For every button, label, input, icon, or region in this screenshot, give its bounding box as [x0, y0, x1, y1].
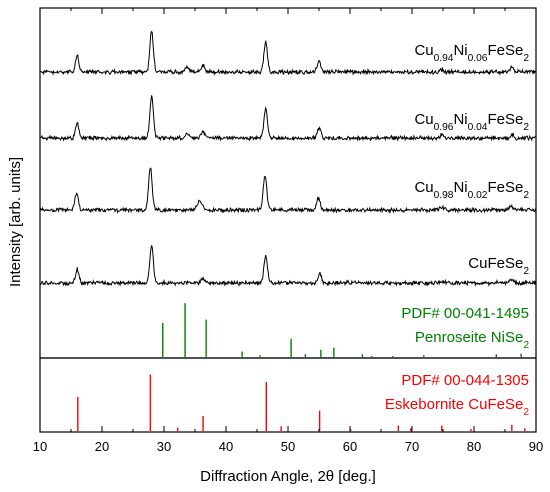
x-axis-label: Diffraction Angle, 2θ [deg.]	[200, 468, 376, 485]
xrd-trace	[39, 30, 537, 76]
diffraction-patterns	[39, 30, 537, 287]
x-tick-label: 80	[467, 439, 481, 454]
x-tick-label: 40	[219, 439, 233, 454]
series-label: CuFeSe2	[468, 255, 529, 277]
reference-sticks	[77, 303, 526, 431]
series-label: Cu0.94Ni0.06FeSe2	[414, 42, 529, 64]
x-tick-label: 50	[281, 439, 295, 454]
penroseite-name-label: Penroseite NiSe2	[415, 329, 529, 351]
series-label: Cu0.96Ni0.04FeSe2	[414, 111, 529, 133]
x-tick-label: 90	[529, 439, 543, 454]
y-axis-label: Intensity [arb. units]	[7, 157, 24, 287]
xrd-trace	[39, 167, 537, 214]
penroseite-pdf-label: PDF# 00-041-1495	[401, 305, 529, 322]
bottom-panel-frame	[39, 357, 537, 433]
eskebornite-pdf-label: PDF# 00-044-1305	[401, 372, 529, 389]
xrd-trace	[39, 95, 537, 142]
x-tick-label: 60	[343, 439, 357, 454]
series-label: Cu0.98Ni0.02FeSe2	[414, 179, 529, 201]
series-labels: Cu0.94Ni0.06FeSe2 Cu0.96Ni0.04FeSe2 Cu0.98…	[385, 42, 529, 418]
eskebornite-name-label: Eskebornite CuFeSe2	[385, 396, 529, 418]
xrd-trace	[39, 245, 537, 287]
x-axis-ticks	[39, 8, 537, 432]
x-tick-label: 10	[33, 439, 47, 454]
x-tick-label: 20	[95, 439, 109, 454]
x-axis-tick-labels: 10 20 30 40 50 60 70 80 90	[33, 439, 543, 454]
x-tick-label: 30	[157, 439, 171, 454]
x-tick-label: 70	[405, 439, 419, 454]
